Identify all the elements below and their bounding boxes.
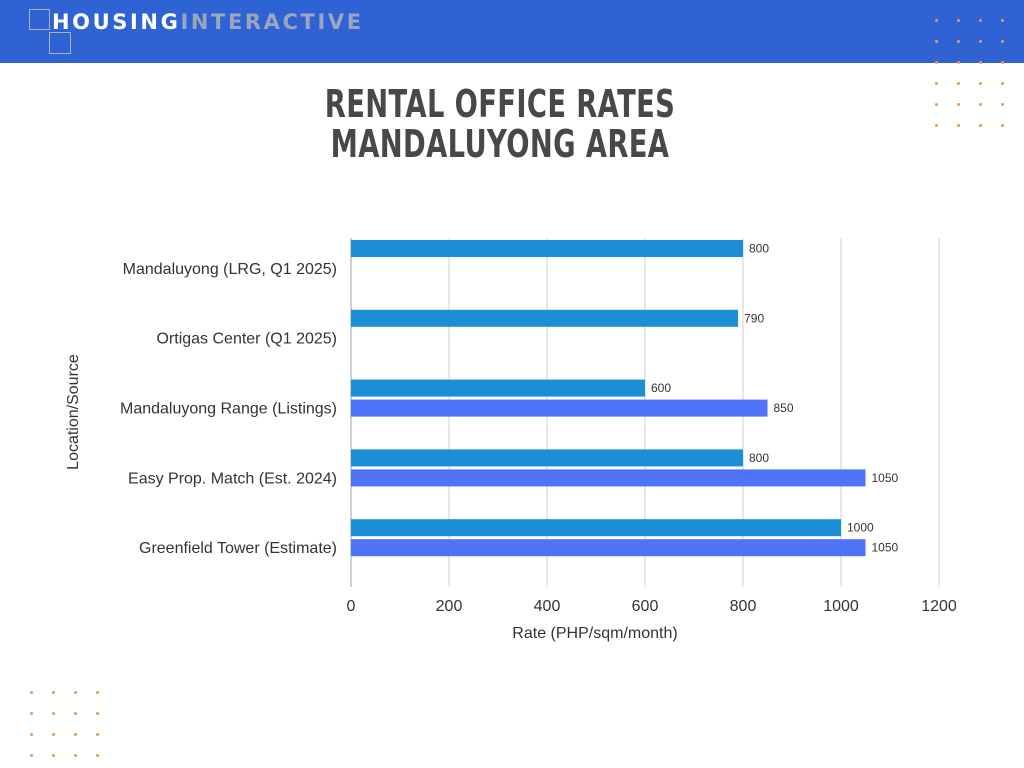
brand-logo[interactable]: HOUSINGINTERACTIVE	[52, 8, 364, 36]
x-axis-title: Rate (PHP/sqm/month)	[512, 625, 677, 642]
data-label: 800	[749, 242, 769, 256]
data-label: 1000	[847, 521, 874, 535]
x-tick-label: 400	[534, 598, 561, 615]
brand-secondary: INTERACTIVE	[180, 10, 364, 34]
data-label: 1050	[872, 471, 899, 485]
data-label: 800	[749, 451, 769, 465]
x-tick-label: 800	[730, 598, 757, 615]
y-category-label: Easy Prop. Match (Est. 2024)	[128, 470, 337, 487]
data-label: 850	[774, 401, 794, 415]
x-tick-label: 600	[632, 598, 659, 615]
y-category-label: Ortigas Center (Q1 2025)	[156, 331, 337, 348]
chart-title: RENTAL OFFICE RATES MANDALUYONG AREA	[140, 84, 860, 164]
y-category-label: Greenfield Tower (Estimate)	[139, 540, 337, 557]
bar	[351, 539, 866, 557]
chart-title-line-1: RENTAL OFFICE RATES	[324, 82, 676, 126]
x-tick-label: 1200	[921, 598, 957, 615]
bar	[351, 469, 866, 487]
decorative-dot-grid	[30, 691, 99, 757]
bar	[351, 519, 841, 537]
chart-title-line-2: MANDALUYONG AREA	[330, 122, 670, 166]
x-tick-label: 200	[436, 598, 463, 615]
logo-square-icon	[49, 32, 71, 54]
decorative-dot-grid	[935, 19, 1004, 127]
y-category-label: Mandaluyong Range (Listings)	[120, 401, 337, 418]
logo-square-icon	[29, 9, 50, 30]
brand-primary: HOUSING	[52, 10, 181, 34]
bar	[351, 449, 743, 467]
bar	[351, 240, 743, 257]
bar	[351, 399, 768, 417]
x-tick-label: 0	[347, 598, 356, 615]
data-label: 790	[744, 311, 764, 325]
data-label: 1050	[872, 541, 899, 555]
header-bar: HOUSINGINTERACTIVE	[0, 0, 1024, 63]
bar	[351, 309, 739, 327]
bar	[351, 379, 645, 397]
data-label: 600	[651, 381, 671, 395]
y-category-label: Mandaluyong (LRG, Q1 2025)	[123, 261, 337, 278]
y-axis-title: Location/Source	[65, 354, 82, 470]
x-tick-label: 1000	[823, 598, 859, 615]
